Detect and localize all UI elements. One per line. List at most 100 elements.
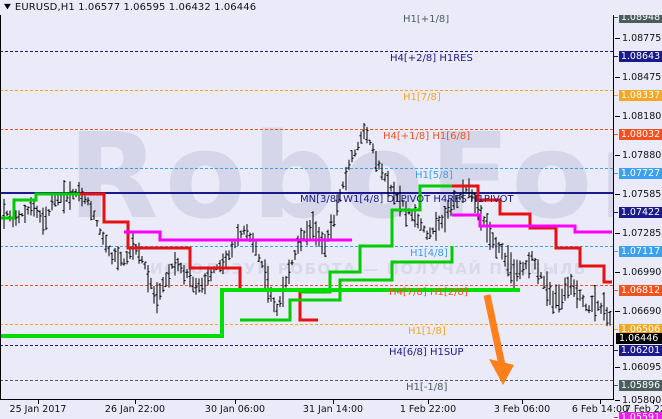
price-tag-dash bbox=[614, 251, 618, 252]
trend-step-line bbox=[452, 184, 612, 284]
axis-tick bbox=[615, 272, 620, 273]
time-tick-label: 30 Jan 06:00 bbox=[204, 404, 266, 415]
price-level-tag: 1.08643 bbox=[619, 51, 662, 62]
price-tick: 1.08180 bbox=[614, 111, 662, 122]
axis-tick bbox=[615, 233, 620, 234]
price-tick: 1.08475 bbox=[614, 72, 662, 83]
axis-tick bbox=[615, 311, 620, 312]
level-label: H4[7/8] H1[2/8] bbox=[389, 287, 468, 298]
price-level-tag: 1.05896 bbox=[619, 380, 662, 391]
axis-tick bbox=[615, 38, 620, 39]
down-arrow-annotation bbox=[483, 294, 514, 385]
level-label: H4[6/8] H1SUP bbox=[389, 347, 464, 358]
price-tag-dash bbox=[614, 95, 618, 96]
price-series-layer bbox=[0, 123, 612, 338]
time-tick bbox=[38, 400, 39, 404]
level-label: H4[+1/8] H1[6/8] bbox=[383, 131, 471, 142]
price-level-tag: 1.06812 bbox=[619, 285, 662, 296]
level-label: H4[+2/8] H1RES bbox=[390, 53, 473, 64]
axis-tick bbox=[615, 116, 620, 117]
price-tick-label: 1.08775 bbox=[622, 33, 662, 44]
axis-tick bbox=[615, 155, 620, 156]
price-tick-label: 1.07285 bbox=[622, 228, 662, 239]
price-tick-label: 1.08475 bbox=[622, 72, 662, 83]
price-tick: 1.07285 bbox=[614, 228, 662, 239]
price-tag-dash bbox=[614, 134, 618, 135]
level-label: H1[4/8] bbox=[410, 248, 448, 259]
price-axis[interactable]: 1.08948 1.08775 1.08643 1.08475 1.08337 1.081… bbox=[614, 0, 662, 419]
trend-step-line bbox=[240, 246, 454, 322]
trend-step-line bbox=[0, 192, 80, 220]
price-level-tag: 1.08032 bbox=[619, 129, 662, 140]
price-tag-dash bbox=[614, 56, 618, 57]
time-tick bbox=[235, 400, 236, 404]
trend-step-line bbox=[300, 184, 470, 294]
level-line bbox=[0, 285, 613, 286]
plot-left-border bbox=[0, 15, 1, 400]
chevron-down-icon[interactable]: ▼ bbox=[4, 3, 11, 12]
level-line bbox=[0, 324, 613, 325]
level-line bbox=[0, 192, 613, 194]
price-tag-dash bbox=[614, 385, 618, 386]
time-tick-label: 7 Feb 22:00 bbox=[624, 404, 662, 415]
time-tick bbox=[600, 400, 601, 404]
annotations-layer bbox=[483, 294, 514, 385]
price-tick-label: 1.06095 bbox=[622, 362, 662, 373]
level-line bbox=[0, 51, 613, 52]
price-level-tag: 1.08948 bbox=[619, 12, 662, 23]
price-tag-dash bbox=[614, 417, 618, 418]
price-tick-label: 1.07585 bbox=[622, 189, 662, 200]
level-line bbox=[0, 246, 613, 247]
time-tick-label: 1 Feb 22:00 bbox=[399, 404, 457, 415]
plot-bottom-border bbox=[0, 399, 613, 400]
chart-titlebar: ▼ EURUSD,H1 1.06577 1.06595 1.06432 1.06… bbox=[0, 0, 662, 15]
price-tick: 1.07585 bbox=[614, 189, 662, 200]
level-line bbox=[0, 129, 613, 130]
axis-tick bbox=[615, 194, 620, 195]
price-tick-label: 1.06690 bbox=[622, 306, 662, 317]
price-tag-dash bbox=[614, 17, 618, 18]
time-tick-label: 31 Jan 14:00 bbox=[302, 404, 364, 415]
price-tick-label: 1.08180 bbox=[622, 111, 662, 122]
price-tag-dash bbox=[614, 212, 618, 213]
price-level-tag: 1.07422 bbox=[619, 207, 662, 218]
time-tick bbox=[428, 400, 429, 404]
price-level-tag: 1.07727 bbox=[619, 168, 662, 179]
time-tick bbox=[333, 400, 334, 404]
price-tick: 1.06095 bbox=[614, 362, 662, 373]
price-tick: 1.08775 bbox=[614, 33, 662, 44]
trend-step-line bbox=[0, 288, 520, 338]
time-tick-label: 6 Feb 14:00 bbox=[571, 404, 629, 415]
price-tick-label: 1.07880 bbox=[622, 150, 662, 161]
price-tag-dash bbox=[614, 173, 618, 174]
axis-tick bbox=[615, 400, 620, 401]
time-tick-label: 3 Feb 06:00 bbox=[493, 404, 551, 415]
time-tick-label: 25 Jan 2017 bbox=[9, 404, 67, 415]
price-tick: 1.05800 bbox=[614, 395, 662, 406]
price-level-tag: 1.07117 bbox=[619, 246, 662, 257]
trend-step-line bbox=[452, 213, 612, 234]
level-label: H1[5/8] bbox=[415, 170, 453, 181]
chart-title: EURUSD,H1 1.06577 1.06595 1.06432 1.0644… bbox=[14, 2, 257, 13]
price-tick-label: 1.06990 bbox=[622, 267, 662, 278]
level-label: H1[-1/8] bbox=[406, 382, 448, 393]
price-tick: 1.06990 bbox=[614, 267, 662, 278]
price-tick: 1.07880 bbox=[614, 150, 662, 161]
level-line bbox=[0, 90, 613, 91]
chart-plot-area[interactable]: RoboForex ИСПОЛЬЗУЙ РОБОТА — ПОЛУЧАЙ ПРИ… bbox=[0, 15, 613, 400]
watermark-subtitle: ИСПОЛЬЗУЙ РОБОТА — ПОЛУЧАЙ ПРИБЫЛЬ bbox=[150, 260, 587, 278]
level-line bbox=[0, 380, 613, 381]
time-axis[interactable]: 25 Jan 2017 26 Jan 22:00 30 Jan 06:00 31 Ja… bbox=[0, 400, 662, 419]
price-level-tag: 1.06201 bbox=[619, 345, 662, 356]
time-tick bbox=[522, 400, 523, 404]
price-tag-dash bbox=[614, 350, 618, 351]
watermark-brand: RoboForex bbox=[68, 107, 613, 245]
time-tick bbox=[653, 400, 654, 404]
price-level-tag: 1.08337 bbox=[619, 90, 662, 101]
trend-step-line bbox=[124, 230, 352, 242]
price-level-tag: 1.05591 bbox=[619, 412, 662, 419]
level-line bbox=[0, 345, 613, 346]
level-label: H1[7/8] bbox=[403, 92, 441, 103]
time-tick-label: 26 Jan 22:00 bbox=[104, 404, 166, 415]
